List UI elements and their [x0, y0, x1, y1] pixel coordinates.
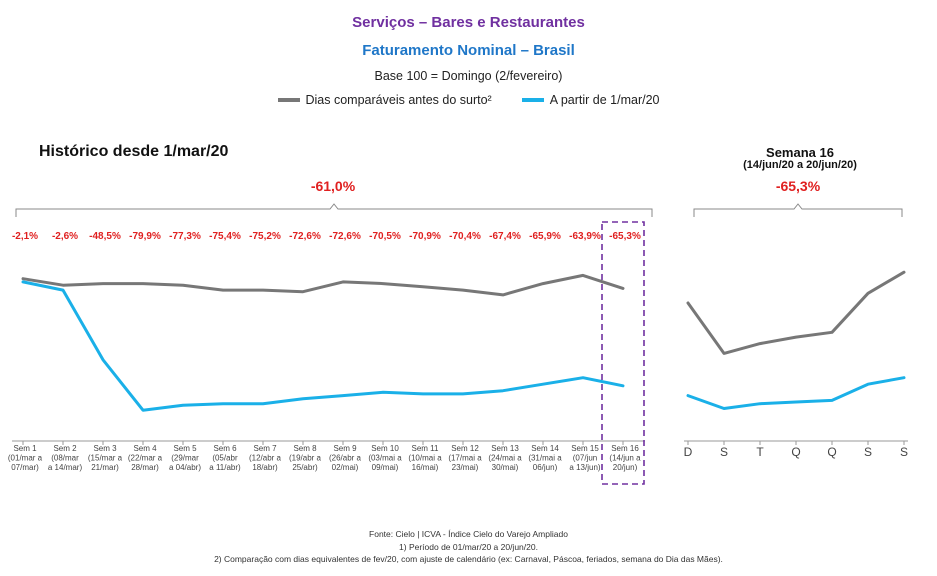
history-x-tick-label: 28/mar): [131, 463, 159, 472]
week16-x-tick-label: Q: [791, 445, 800, 459]
legend-item-current: A partir de 1/mar/20: [521, 93, 660, 107]
history-x-tick-label: (29/mar: [171, 454, 199, 463]
history-x-tick-label: (26/abr a: [329, 454, 362, 463]
chart-subtitle: Faturamento Nominal – Brasil: [362, 42, 575, 59]
week16-x-tick-label: S: [900, 445, 908, 459]
history-x-tick-label: 20/jun): [613, 463, 638, 472]
legend: Dias comparáveis antes do surto² A parti…: [0, 93, 937, 107]
week16-x-tick-label: S: [864, 445, 872, 459]
history-total-change: -61,0%: [310, 178, 356, 194]
history-x-tick-label: Sem 10: [371, 444, 399, 453]
history-x-tick-label: (22/mar a: [128, 454, 163, 463]
week16-total-change: -65,3%: [775, 178, 821, 194]
legend-swatch-blue: [521, 98, 544, 102]
footer-note-2: 2) Comparação com dias equivalentes de f…: [214, 554, 723, 564]
history-x-tick-label: (03/mai a: [368, 454, 402, 463]
history-x-tick-label: (14/jun a: [609, 454, 641, 463]
legend-swatch-gray: [277, 98, 300, 102]
week16-series-current: [686, 376, 906, 410]
history-x-tick-label: (08/mar: [51, 454, 79, 463]
history-pct-label: -70,9%: [409, 231, 441, 242]
history-series-comparable: [21, 273, 625, 297]
history-x-tick-label: 23/mai): [452, 463, 479, 472]
legend-item-comparable: Dias comparáveis antes do surto²: [277, 93, 492, 107]
week16-bracket: [693, 203, 903, 217]
history-x-tick-label: 30/mai): [492, 463, 519, 472]
history-pct-label: -79,9%: [129, 231, 161, 242]
history-x-tick-label: Sem 16: [611, 444, 639, 453]
history-x-tick-label: (19/abr a: [289, 454, 322, 463]
history-x-tick-label: 07/mar): [11, 463, 39, 472]
history-x-tick-label: 25/abr): [292, 463, 318, 472]
legend-label-comparable: Dias comparáveis antes do surto²: [305, 93, 492, 107]
week16-x-tick-label: T: [756, 445, 764, 459]
history-pct-label: -72,6%: [329, 231, 361, 242]
history-x-tick-label: a 13/jun): [569, 463, 600, 472]
week16-x-tick-label: Q: [827, 445, 836, 459]
history-x-tick-label: Sem 9: [333, 444, 357, 453]
history-pct-label: -72,6%: [289, 231, 321, 242]
history-pct-label: -75,4%: [209, 231, 241, 242]
history-x-tick-label: Sem 12: [451, 444, 479, 453]
history-x-tick-label: 16/mai): [412, 463, 439, 472]
history-pct-label: -48,5%: [89, 231, 121, 242]
chart-title: Serviços – Bares e Restaurantes: [352, 14, 585, 31]
history-x-tick-label: (24/mai a: [488, 454, 522, 463]
history-x-tick-label: 21/mar): [91, 463, 119, 472]
history-pct-label: -70,5%: [369, 231, 401, 242]
week16-x-tick-label: D: [684, 445, 693, 459]
history-x-tick-label: a 14/mar): [48, 463, 83, 472]
week16-highlight-box: [601, 221, 645, 485]
history-x-tick-label: Sem 11: [412, 444, 440, 453]
footer-note-1: 1) Período de 01/mar/20 a 20/jun/20.: [399, 541, 538, 552]
footer-notes: Fonte: Cielo | ICVA - Índice Cielo do Va…: [0, 528, 937, 566]
history-pct-label: -75,2%: [249, 231, 281, 242]
history-bracket: [15, 203, 653, 217]
history-x-tick-label: a 11/abr): [209, 463, 241, 472]
history-x-tick-label: (01/mar a: [8, 454, 43, 463]
history-panel-title: Histórico desde 1/mar/20: [39, 143, 229, 160]
week16-panel-subtitle: (14/jun/20 a 20/jun/20): [743, 159, 857, 171]
history-x-tick-label: (05/abr: [212, 454, 238, 463]
week16-panel-title: Semana 16: [766, 145, 834, 160]
history-x-tick-label: Sem 14: [531, 444, 559, 453]
history-x-tick-label: (07/jun: [573, 454, 597, 463]
history-x-tick-label: Sem 6: [213, 444, 237, 453]
history-x-tick-label: (10/mai a: [408, 454, 442, 463]
history-x-tick-label: a 04/abr): [169, 463, 201, 472]
history-x-tick-label: 06/jun): [533, 463, 558, 472]
history-x-tick-label: 09/mai): [372, 463, 399, 472]
history-x-tick-label: (15/mar a: [88, 454, 123, 463]
history-pct-label: -77,3%: [169, 231, 201, 242]
history-x-tick-label: Sem 1: [13, 444, 37, 453]
base-note: Base 100 = Domingo (2/fevereiro): [374, 69, 563, 83]
week16-series-comparable: [686, 270, 906, 355]
history-x-tick-label: Sem 4: [133, 444, 157, 453]
history-pct-label: -2,6%: [52, 231, 78, 242]
history-x-tick-label: (17/mai a: [448, 454, 482, 463]
history-pct-label: -65,9%: [529, 231, 561, 242]
legend-label-current: A partir de 1/mar/20: [549, 93, 660, 107]
history-x-tick-label: (12/abr a: [249, 454, 282, 463]
history-x-tick-label: (31/mai a: [528, 454, 562, 463]
history-pct-label: -70,4%: [449, 231, 481, 242]
history-x-tick-label: Sem 13: [491, 444, 519, 453]
history-x-tick-label: Sem 3: [93, 444, 117, 453]
history-x-tick-label: Sem 7: [253, 444, 277, 453]
history-pct-label: -2,1%: [12, 231, 38, 242]
history-pct-label: -65,3%: [609, 231, 641, 242]
history-pct-label: -67,4%: [489, 231, 521, 242]
history-x-tick-label: Sem 5: [173, 444, 197, 453]
history-x-tick-label: Sem 2: [53, 444, 77, 453]
footer-source: Fonte: Cielo | ICVA - Índice Cielo do Va…: [369, 529, 568, 539]
history-x-tick-label: Sem 8: [293, 444, 317, 453]
history-x-tick-label: 02/mai): [332, 463, 359, 472]
week16-x-tick-label: S: [720, 445, 728, 459]
history-x-tick-label: Sem 15: [571, 444, 599, 453]
history-series-current: [21, 280, 625, 412]
history-x-tick-label: 18/abr): [252, 463, 278, 472]
history-pct-label: -63,9%: [569, 231, 601, 242]
